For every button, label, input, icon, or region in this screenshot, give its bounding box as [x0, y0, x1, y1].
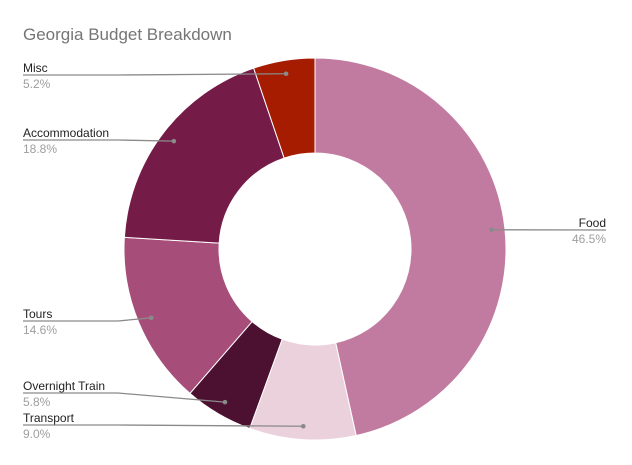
value-overnight-train: 5.8%: [23, 395, 51, 409]
leader-transport: [23, 424, 304, 427]
leader-misc: [23, 73, 287, 76]
label-tours: Tours: [23, 307, 52, 321]
label-misc: Misc: [23, 61, 48, 75]
label-food: Food: [579, 216, 606, 230]
slice-labels: Food 46.5% Transport 9.0% Overnight Train 5.8…: [23, 61, 606, 441]
slice-misc: [253, 57, 316, 159]
label-accommodation: Accommodation: [23, 126, 109, 140]
value-tours: 14.6%: [23, 323, 57, 337]
chart-title: Georgia Budget Breakdown: [23, 25, 232, 44]
leader-dot-transport: [300, 423, 306, 429]
leader-tours: [23, 317, 152, 322]
leader-dot-overnight-train: [222, 399, 228, 405]
slice-food: [314, 57, 507, 437]
leader-dot-accommodation: [171, 138, 177, 144]
value-misc: 5.2%: [23, 77, 51, 91]
value-transport: 9.0%: [23, 427, 51, 441]
value-food: 46.5%: [572, 232, 606, 246]
leader-dot-tours: [148, 315, 154, 321]
slice-accommodation: [123, 67, 285, 244]
slice-tours: [123, 236, 253, 395]
leader-accommodation: [23, 139, 174, 142]
label-overnight-train: Overnight Train: [23, 379, 105, 393]
leader-dot-misc: [283, 71, 289, 77]
label-transport: Transport: [23, 411, 75, 425]
value-accommodation: 18.8%: [23, 142, 57, 156]
leader-lines: [23, 71, 607, 429]
slices: [123, 57, 507, 441]
leader-overnight-train: [23, 392, 226, 403]
leader-dot-food: [489, 227, 494, 233]
